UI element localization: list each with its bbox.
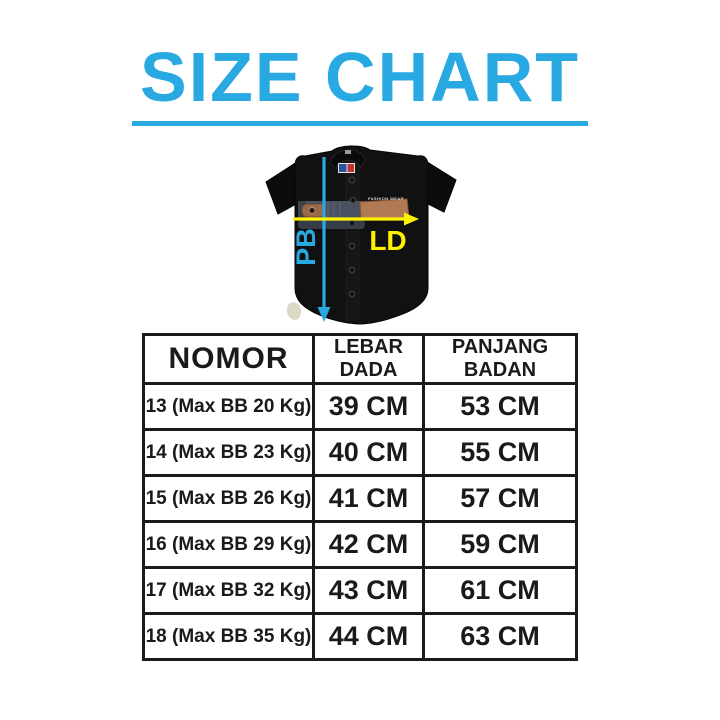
chest-width-cell: 39 CM bbox=[312, 382, 425, 431]
size-number-cell: 18 (Max BB 35 Kg) bbox=[142, 612, 315, 661]
table-row: 13 (Max BB 20 Kg) 39 CM 53 CM bbox=[142, 382, 578, 431]
size-chart-table: NOMOR LEBAR DADA PANJANG BADAN 13 (Max B… bbox=[142, 333, 578, 661]
chest-stripe-lower bbox=[298, 220, 365, 229]
table-row: 15 (Max BB 26 Kg) 41 CM 57 CM bbox=[142, 474, 578, 523]
ld-arrow-label: LD bbox=[369, 225, 406, 256]
header-lebar-dada: LEBAR DADA bbox=[312, 333, 425, 385]
shirt-body bbox=[294, 145, 429, 325]
body-length-cell: 59 CM bbox=[422, 520, 578, 569]
table-row: 18 (Max BB 35 Kg) 44 CM 63 CM bbox=[142, 612, 578, 661]
collar-tag bbox=[345, 150, 351, 154]
chest-width-cell: 43 CM bbox=[312, 566, 425, 615]
chest-width-cell: 41 CM bbox=[312, 474, 425, 523]
pb-arrow bbox=[317, 157, 331, 322]
shirt-buttons bbox=[348, 176, 357, 298]
shirt-graphic: FASHION WEAR PB bbox=[265, 145, 457, 325]
shirt-brand-text: FASHION WEAR bbox=[368, 196, 404, 201]
table-row: 14 (Max BB 23 Kg) 40 CM 55 CM bbox=[142, 428, 578, 477]
body-length-cell: 55 CM bbox=[422, 428, 578, 477]
pb-arrow-label: PB bbox=[291, 228, 321, 266]
size-number-cell: 16 (Max BB 29 Kg) bbox=[142, 520, 315, 569]
flag-label bbox=[338, 163, 355, 173]
page-title-container: SIZE CHART bbox=[0, 42, 720, 126]
size-number-cell: 14 (Max BB 23 Kg) bbox=[142, 428, 315, 477]
body-length-cell: 63 CM bbox=[422, 612, 578, 661]
size-number-cell: 13 (Max BB 20 Kg) bbox=[142, 382, 315, 431]
header-nomor: NOMOR bbox=[142, 333, 315, 385]
chest-width-cell: 40 CM bbox=[312, 428, 425, 477]
size-number-cell: 17 (Max BB 32 Kg) bbox=[142, 566, 315, 615]
ld-arrow bbox=[293, 212, 419, 226]
page-title: SIZE CHART bbox=[132, 42, 588, 126]
table-row: 17 (Max BB 32 Kg) 43 CM 61 CM bbox=[142, 566, 578, 615]
header-panjang-badan: PANJANG BADAN bbox=[422, 333, 578, 385]
body-length-cell: 57 CM bbox=[422, 474, 578, 523]
stripe-right-patch bbox=[359, 198, 410, 220]
body-length-cell: 53 CM bbox=[422, 382, 578, 431]
hem-tag bbox=[286, 302, 302, 320]
body-length-cell: 61 CM bbox=[422, 566, 578, 615]
table-row: 16 (Max BB 29 Kg) 42 CM 59 CM bbox=[142, 520, 578, 569]
chest-width-cell: 42 CM bbox=[312, 520, 425, 569]
size-number-cell: 15 (Max BB 26 Kg) bbox=[142, 474, 315, 523]
shirt-diagram: FASHION WEAR PB bbox=[258, 140, 462, 332]
shirt-right-sleeve bbox=[423, 158, 457, 213]
chest-width-cell: 44 CM bbox=[312, 612, 425, 661]
table-header-row: NOMOR LEBAR DADA PANJANG BADAN bbox=[142, 333, 578, 385]
tab-button bbox=[308, 207, 316, 214]
